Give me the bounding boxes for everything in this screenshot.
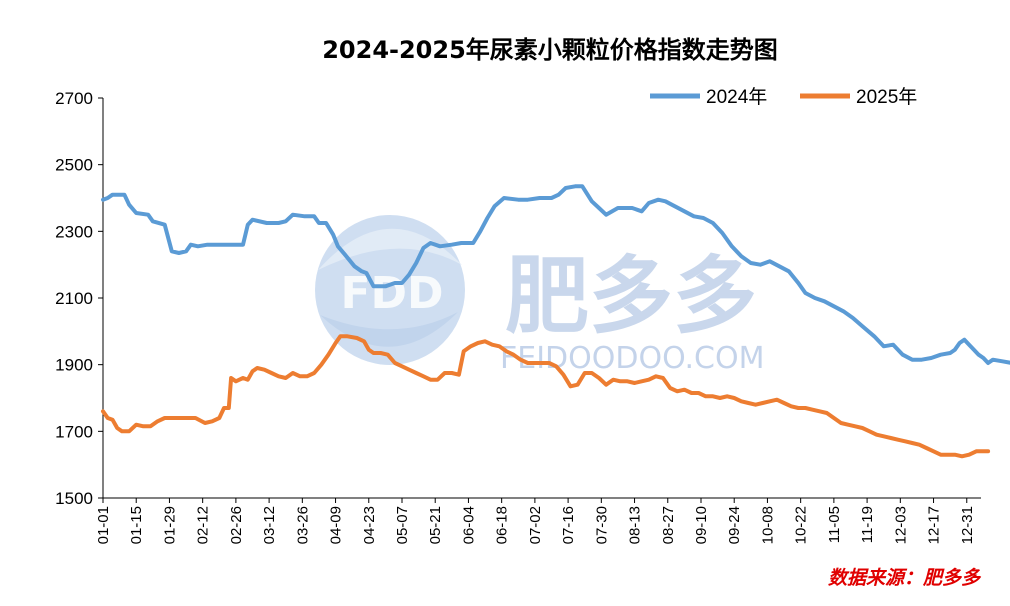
- series-line-2025: [101, 334, 991, 459]
- legend: 2024年 2025年: [650, 86, 917, 108]
- x-tick-label: 10-22: [793, 506, 810, 544]
- chart-title: 2024-2025年尿素小颗粒价格指数走势图: [322, 36, 778, 64]
- x-tick-label: 07-02: [527, 506, 544, 544]
- x-tick-label: 08-27: [660, 506, 677, 544]
- y-tick-label: 1900: [55, 356, 93, 375]
- x-tick-label: 11-19: [859, 506, 876, 543]
- x-tick-label: 05-07: [394, 506, 411, 544]
- x-tick-label: 10-08: [759, 506, 776, 544]
- x-tick-label: 06-04: [460, 506, 477, 544]
- x-tick-label: 12-31: [959, 506, 976, 544]
- legend-label-2025: 2025年: [856, 86, 917, 108]
- y-tick-label: 1700: [55, 422, 93, 441]
- x-axis: 01-01 01-15 01-29 02-12 02-26 03-12 03-26 04-09…: [95, 497, 981, 544]
- x-tick-label: 01-29: [161, 506, 178, 544]
- series-line-2024: [101, 184, 1010, 365]
- x-tick-label: 05-21: [427, 506, 444, 544]
- x-tick-label: 07-16: [560, 506, 577, 544]
- x-tick-label: 02-26: [228, 506, 245, 544]
- legend-label-2024: 2024年: [706, 86, 767, 108]
- x-tick-label: 07-30: [593, 506, 610, 544]
- x-tick-label: 01-15: [128, 506, 145, 544]
- x-tick-label: 08-13: [627, 506, 644, 544]
- y-axis: 1500 1700 1900 2100 2300 2500 2700: [55, 89, 104, 508]
- x-tick-label: 03-12: [261, 506, 278, 544]
- y-tick-label: 2100: [55, 289, 93, 308]
- x-tick-label: 12-03: [892, 506, 909, 544]
- y-tick-label: 2300: [55, 222, 93, 241]
- plot-lines: [101, 184, 1010, 459]
- x-tick-label: 03-26: [294, 506, 311, 544]
- watermark-brand: 肥多多: [505, 247, 757, 345]
- x-tick-label: 09-10: [693, 506, 710, 544]
- watermark-logo-text: FDD: [340, 268, 443, 319]
- x-tick-label: 04-23: [361, 506, 378, 544]
- x-tick-label: 12-17: [926, 506, 943, 544]
- x-tick-label: 06-18: [494, 506, 511, 544]
- x-tick-label: 04-09: [328, 506, 345, 544]
- watermark-url: FEIDOODOO.COM: [500, 341, 764, 376]
- data-source-note: 数据来源：肥多多: [828, 567, 982, 589]
- watermark: FDD 肥多多 FEIDOODOO.COM: [315, 215, 764, 376]
- y-tick-label: 2500: [55, 156, 93, 175]
- x-tick-label: 09-24: [726, 506, 743, 544]
- y-tick-label: 2700: [55, 89, 93, 108]
- y-tick-label: 1500: [55, 489, 93, 508]
- x-tick-label: 11-05: [826, 506, 843, 543]
- x-tick-label: 01-01: [95, 506, 112, 544]
- x-tick-label: 02-12: [195, 506, 212, 544]
